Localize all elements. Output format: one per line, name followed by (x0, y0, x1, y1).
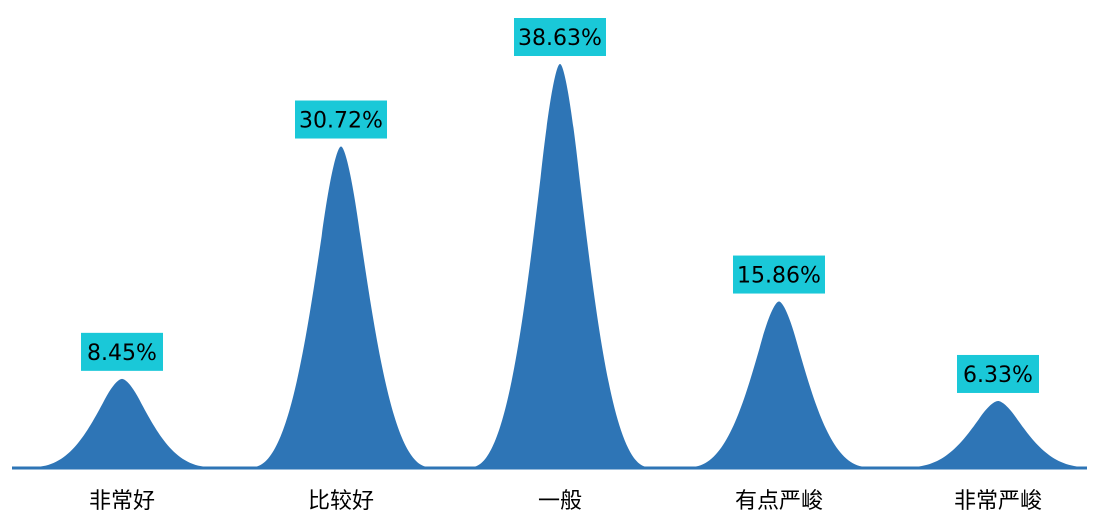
value-label-box (81, 332, 163, 371)
value-label-box (733, 255, 825, 294)
value-label-box (295, 100, 387, 139)
value-label-4: 15.86% (733, 255, 825, 294)
category-label-1: 非常好 (89, 489, 155, 512)
peak-2 (253, 146, 429, 468)
category-label-3: 一般 (538, 489, 582, 512)
value-label-box (514, 18, 606, 56)
value-label-text: 8.45% (87, 341, 157, 366)
category-label-2: 比较好 (308, 489, 374, 512)
category-labels-layer: 非常好 比较好 一般 有点严峻 非常严峻 (89, 489, 1042, 514)
value-label-3: 38.63% (514, 18, 606, 56)
value-label-box (957, 354, 1039, 393)
peak-5 (910, 400, 1086, 467)
value-label-5: 6.33% (957, 354, 1039, 393)
value-label-text: 30.72% (299, 109, 383, 134)
category-label-4: 有点严峻 (735, 489, 823, 512)
value-label-text: 6.33% (963, 363, 1033, 388)
category-label-5: 非常严峻 (954, 489, 1042, 512)
peaks-layer (34, 64, 1086, 468)
value-label-text: 38.63% (518, 26, 602, 51)
peak-3 (472, 64, 648, 467)
peak-4 (691, 301, 867, 467)
value-label-text: 15.86% (737, 264, 821, 289)
value-label-1: 8.45% (81, 332, 163, 371)
value-label-2: 30.72% (295, 100, 387, 139)
value-labels-layer: 8.45% 30.72% 38.63% 15.86% 6.33% (81, 18, 1039, 393)
peak-1 (34, 378, 210, 467)
